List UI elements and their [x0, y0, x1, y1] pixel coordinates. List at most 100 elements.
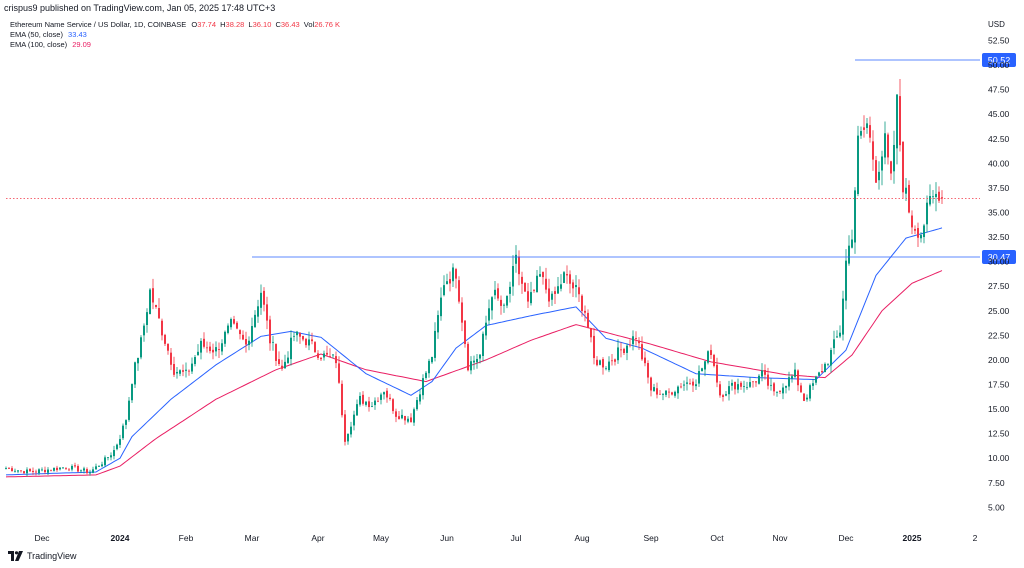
candle-body — [296, 331, 298, 336]
candle-body — [113, 450, 115, 457]
candle-body — [509, 286, 511, 294]
candle-body — [815, 376, 817, 383]
candle-body — [788, 377, 790, 387]
time-tick: Mar — [245, 533, 260, 543]
candle-body — [800, 385, 802, 393]
candle-body — [632, 336, 634, 345]
ema100-line — [5, 270, 943, 478]
price-tick: 10.00 — [988, 453, 1010, 463]
candle-body — [338, 363, 340, 383]
candle-body — [548, 288, 550, 302]
chart-legend: Ethereum Name Service / US Dollar, 1D, C… — [10, 20, 342, 50]
candle-body — [860, 131, 862, 136]
candle-body — [146, 312, 148, 325]
candle-body — [551, 293, 553, 300]
candle-body — [578, 287, 580, 295]
candle-body — [713, 354, 715, 366]
candle-body — [794, 369, 796, 377]
candle-body — [299, 333, 301, 337]
candle-body — [464, 320, 466, 345]
candle-body — [623, 348, 625, 353]
candle-body — [761, 370, 763, 377]
candle-body — [821, 371, 823, 373]
candle-body — [71, 465, 73, 470]
candle-body — [662, 394, 664, 395]
candle-body — [38, 469, 40, 474]
candle-body — [404, 415, 406, 421]
candle-body — [905, 187, 907, 194]
candle-body — [719, 384, 721, 396]
price-tick: 12.50 — [988, 429, 1010, 439]
candle-body — [629, 344, 631, 346]
candle-body — [617, 347, 619, 361]
candle-body — [485, 322, 487, 336]
candle-body — [74, 465, 76, 467]
candle-body — [320, 357, 322, 360]
candle-body — [698, 371, 700, 384]
candle-body — [533, 289, 535, 291]
candle-body — [539, 274, 541, 277]
candle-body — [626, 345, 628, 353]
candle-body — [383, 392, 385, 395]
candle-body — [260, 292, 262, 308]
candle-body — [593, 335, 595, 359]
candle-body — [611, 360, 613, 362]
candle-body — [65, 467, 67, 469]
candle-body — [110, 455, 112, 458]
time-tick: 2 — [973, 533, 978, 543]
candle-body — [503, 304, 505, 306]
candle-body — [917, 228, 919, 238]
candle-body — [275, 344, 277, 361]
candle-body — [86, 469, 88, 473]
candle-body — [50, 470, 52, 472]
candle-body — [68, 469, 70, 471]
candle-body — [23, 471, 25, 474]
candle-body — [704, 361, 706, 370]
candle-body — [941, 197, 943, 199]
candle-body — [818, 372, 820, 376]
candle-body — [857, 135, 859, 195]
candle-body — [254, 314, 256, 328]
candle-body — [329, 356, 331, 357]
candle-body — [923, 225, 925, 238]
price-tick: 50.00 — [988, 60, 1010, 70]
candle-body — [512, 266, 514, 287]
candle-body — [791, 376, 793, 379]
candle-body — [896, 94, 898, 149]
candle-body — [398, 416, 400, 420]
candle-body — [785, 385, 787, 388]
ema50-label: EMA (50, close) — [10, 30, 63, 39]
candle-body — [203, 338, 205, 347]
candle-body — [344, 414, 346, 442]
candle-body — [164, 334, 166, 344]
candle-body — [359, 396, 361, 405]
candle-body — [686, 382, 688, 384]
ema100-value: 29.09 — [72, 40, 91, 49]
published-line: crispus9 published on TradingView.com, J… — [4, 3, 276, 13]
candle-body — [725, 394, 727, 396]
candle-body — [467, 343, 469, 371]
candle-body — [140, 337, 142, 358]
candle-body — [26, 469, 28, 474]
candle-body — [482, 333, 484, 356]
ema50-line — [5, 227, 943, 476]
ohlc-open: O37.74 — [191, 20, 217, 29]
candle-body — [446, 281, 448, 284]
candle-body — [515, 254, 517, 264]
candle-body — [182, 370, 184, 372]
candle-body — [47, 469, 49, 473]
candle-body — [737, 384, 739, 390]
candle-body — [884, 133, 886, 158]
candle-body — [806, 397, 808, 400]
price-tick: 37.50 — [988, 183, 1010, 193]
candle-body — [80, 470, 82, 472]
candle-body — [161, 320, 163, 336]
candle-body — [407, 418, 409, 422]
candle-body — [263, 290, 265, 305]
candle-body — [401, 414, 403, 419]
candle-body — [353, 414, 355, 426]
candle-body — [269, 319, 271, 344]
candle-body — [653, 387, 655, 392]
candle-body — [365, 401, 367, 405]
